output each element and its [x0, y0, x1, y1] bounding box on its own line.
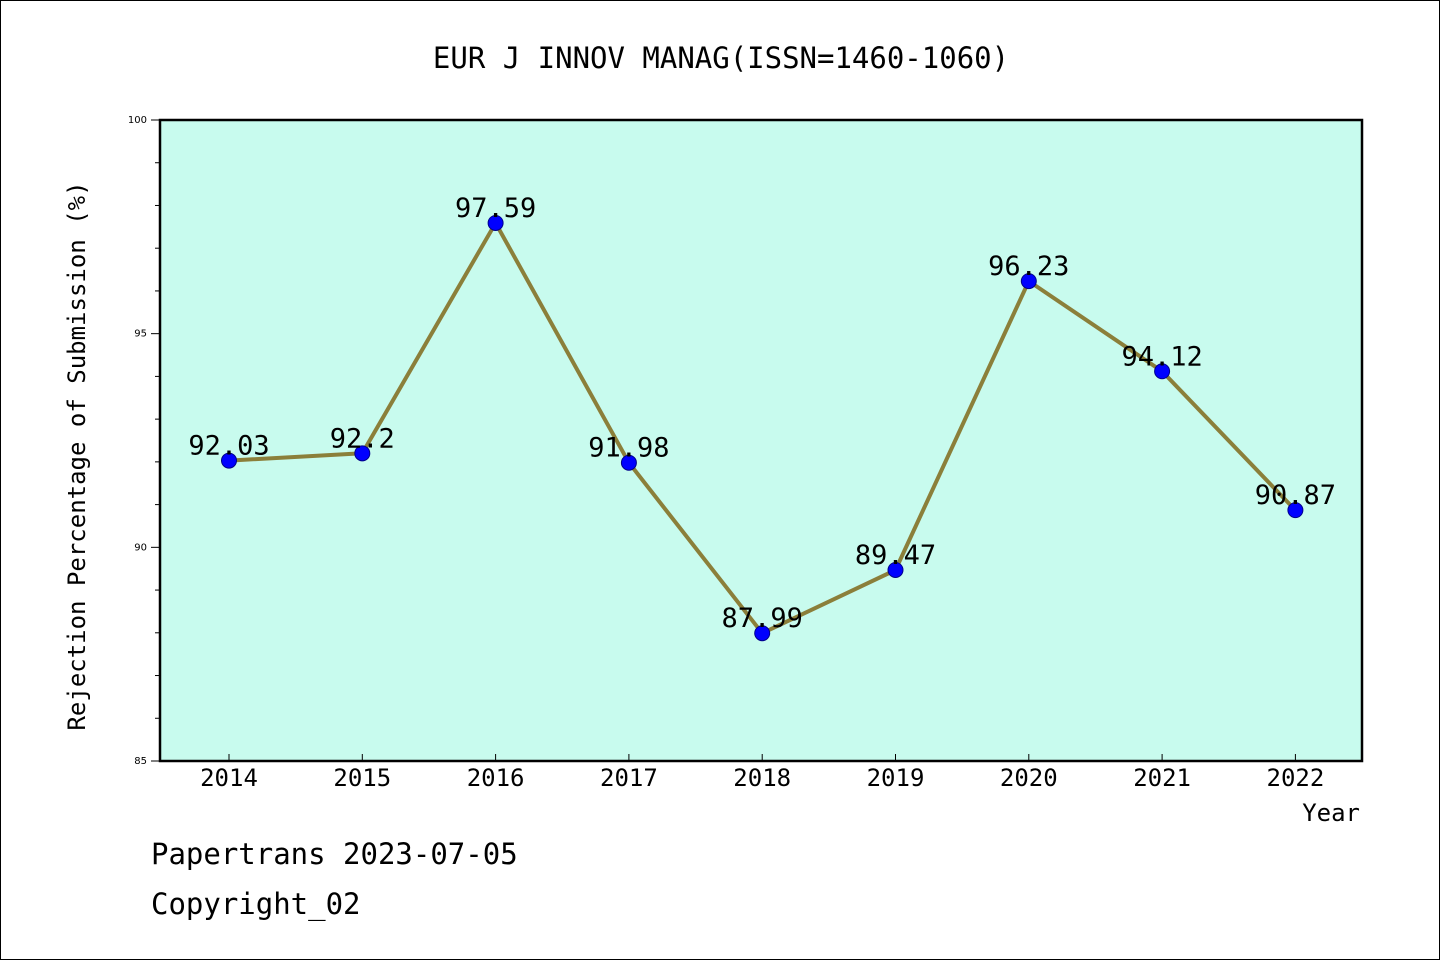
- y-tick-label: 95: [134, 329, 147, 340]
- data-label: 97.59: [455, 193, 536, 224]
- y-axis-label: Rejection Percentage of Submission (%): [63, 181, 91, 730]
- data-label: 94.12: [1121, 341, 1202, 372]
- data-labels-group: 92.03 92.2 97.59 91.98 87.99 89.47 96.23 94.12 9…: [188, 193, 1336, 634]
- x-tick-label: 2022: [1267, 764, 1325, 792]
- x-axis-ticks: 2014 2015 2016 2017 2018 2019 2020 2021 2022: [200, 754, 1324, 792]
- chart-title: EUR J INNOV MANAG(ISSN=1460-1060): [433, 41, 1009, 75]
- x-tick-label: 2020: [1000, 764, 1058, 792]
- data-label: 92.03: [188, 431, 269, 462]
- y-axis-ticks: 85 90 95 100: [128, 115, 160, 767]
- data-label: 96.23: [988, 251, 1069, 282]
- data-point: [221, 452, 237, 469]
- y-tick-label: 85: [134, 756, 147, 767]
- x-tick-label: 2015: [333, 764, 391, 792]
- data-label: 89.47: [855, 540, 936, 571]
- data-point: [620, 454, 637, 471]
- data-points-group: [221, 214, 1304, 642]
- x-tick-label: 2019: [867, 764, 925, 792]
- data-label: 90.87: [1255, 480, 1336, 511]
- y-tick-label: 90: [134, 542, 147, 553]
- data-point: [1154, 363, 1171, 380]
- footer-copyright-text: Copyright_02: [151, 887, 361, 921]
- data-point: [887, 561, 904, 578]
- data-label: 92.2: [330, 423, 395, 454]
- data-point: [754, 625, 771, 642]
- x-axis-label: Year: [1302, 799, 1360, 827]
- data-point: [1020, 273, 1037, 290]
- x-tick-label: 2014: [200, 764, 258, 792]
- x-tick-label: 2017: [600, 764, 658, 792]
- x-tick-label: 2016: [467, 764, 525, 792]
- data-point: [354, 445, 371, 462]
- footer-date-text: Papertrans 2023-07-05: [151, 837, 518, 871]
- data-label: 87.99: [722, 603, 803, 634]
- plot-area: [158, 118, 1364, 763]
- x-tick-label: 2018: [733, 764, 791, 792]
- data-label: 91.98: [588, 433, 669, 464]
- y-tick-label: 100: [128, 115, 147, 126]
- data-point: [1287, 502, 1304, 519]
- data-point: [487, 214, 504, 231]
- x-tick-label: 2021: [1133, 764, 1191, 792]
